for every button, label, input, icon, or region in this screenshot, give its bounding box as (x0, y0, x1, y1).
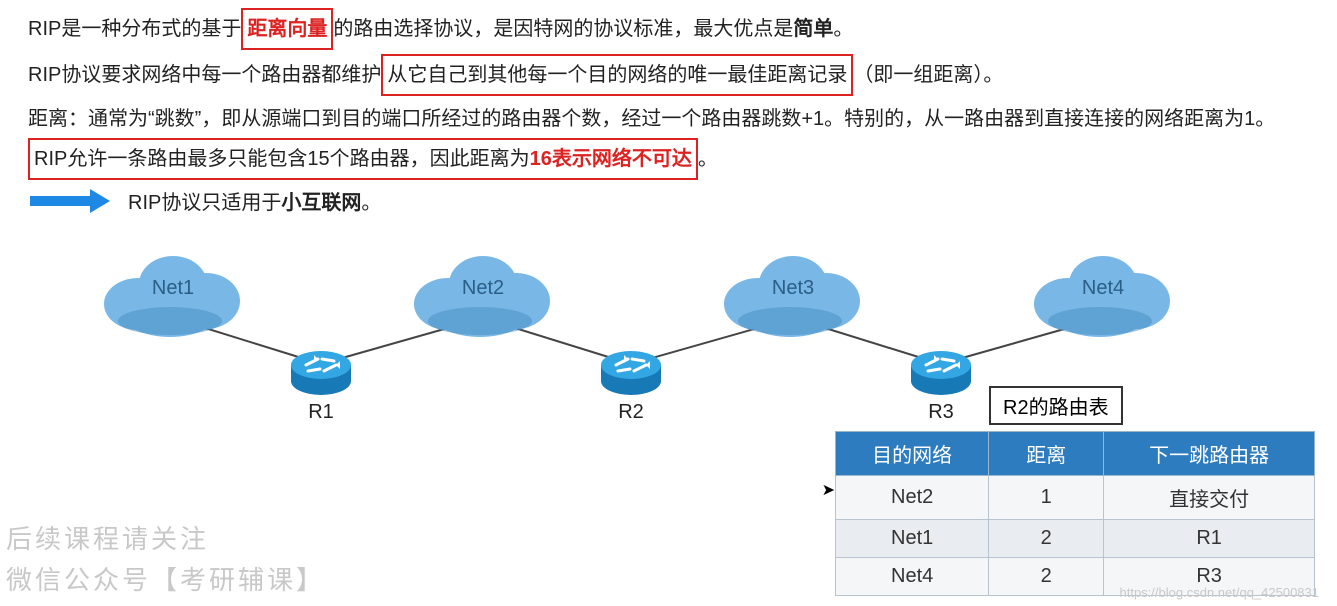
table-cell: 1 (989, 476, 1104, 520)
cursor-icon: ➤ (822, 480, 835, 500)
p2-highlight-box: 从它自己到其他每一个目的网络的唯一最佳距离记录 (381, 54, 853, 96)
p3-box-red: 16表示网络不可达 (530, 148, 692, 170)
table-cell: 2 (989, 520, 1104, 558)
cloud-label: Net4 (1028, 277, 1178, 300)
watermark: https://blog.csdn.net/qq_42500831 (1120, 585, 1320, 600)
cloud-label: Net3 (718, 277, 868, 300)
p1-text-b: 的路由选择协议，是因特网的协议标准，最大优点是 (333, 18, 793, 40)
routing-table-wrap: R2的路由表 目的网络距离下一跳路由器Net21直接交付Net12R1Net42… (835, 386, 1315, 596)
paragraph-1: RIP是一种分布式的基于距离向量的路由选择协议，是因特网的协议标准，最大优点是简… (28, 8, 1309, 50)
router-r1: R1 (288, 341, 354, 401)
table-cell: Net4 (836, 558, 989, 596)
routing-table-title: R2的路由表 (989, 386, 1123, 425)
ghost-line-1: 后续课程请关注 (6, 519, 325, 561)
conclusion-b: 。 (361, 192, 381, 214)
conclusion-text: RIP协议只适用于小互联网。 (128, 186, 381, 215)
cloud-net2: Net2 (408, 249, 558, 339)
table-header: 下一跳路由器 (1104, 432, 1315, 476)
cloud-label: Net2 (408, 277, 558, 300)
conclusion-row: RIP协议只适用于小互联网。 (30, 186, 1309, 215)
cloud-net3: Net3 (718, 249, 868, 339)
p3-text-a: 距离：通常为“跳数”，即从源端口到目的端口所经过的路由器个数，经过一个路由器跳数… (28, 108, 1275, 130)
routing-table: 目的网络距离下一跳路由器Net21直接交付Net12R1Net42R3 (835, 431, 1315, 596)
p1-text-a: RIP是一种分布式的基于 (28, 18, 241, 40)
table-cell: 2 (989, 558, 1104, 596)
p3-highlight-box: RIP允许一条路由最多只能包含15个路由器，因此距离为16表示网络不可达 (28, 138, 698, 180)
p1-bold: 简单 (793, 18, 833, 40)
table-cell: 直接交付 (1104, 476, 1315, 520)
table-cell: Net2 (836, 476, 989, 520)
table-header: 距离 (989, 432, 1104, 476)
table-header: 目的网络 (836, 432, 989, 476)
router-r2: R2 (598, 341, 664, 401)
table-row: Net21直接交付 (836, 476, 1315, 520)
arrow-icon (30, 193, 110, 209)
paragraph-3: 距离：通常为“跳数”，即从源端口到目的端口所经过的路由器个数，经过一个路由器跳数… (28, 100, 1309, 180)
p1-text-c: 。 (833, 18, 853, 40)
p2-text-a: RIP协议要求网络中每一个路由器都维护 (28, 64, 381, 86)
table-cell: Net1 (836, 520, 989, 558)
table-row: Net12R1 (836, 520, 1315, 558)
paragraph-2: RIP协议要求网络中每一个路由器都维护从它自己到其他每一个目的网络的唯一最佳距离… (28, 54, 1309, 96)
text-content: RIP是一种分布式的基于距离向量的路由选择协议，是因特网的协议标准，最大优点是简… (0, 0, 1337, 419)
router-label: R2 (588, 401, 674, 424)
cloud-net1: Net1 (98, 249, 248, 339)
p1-highlight-box: 距离向量 (241, 8, 333, 50)
p2-text-b: （即一组距离）。 (853, 64, 1003, 86)
p3-text-c: 。 (698, 148, 718, 170)
ghost-line-2: 微信公众号【考研辅课】 (6, 560, 325, 602)
cloud-net4: Net4 (1028, 249, 1178, 339)
conclusion-bold: 小互联网 (281, 192, 361, 214)
table-cell: R1 (1104, 520, 1315, 558)
ghost-footer: 后续课程请关注 微信公众号【考研辅课】 (6, 519, 325, 602)
p3-box-a: RIP允许一条路由最多只能包含15个路由器，因此距离为 (34, 148, 530, 170)
conclusion-a: RIP协议只适用于 (128, 192, 281, 214)
cloud-label: Net1 (98, 277, 248, 300)
router-label: R1 (278, 401, 364, 424)
